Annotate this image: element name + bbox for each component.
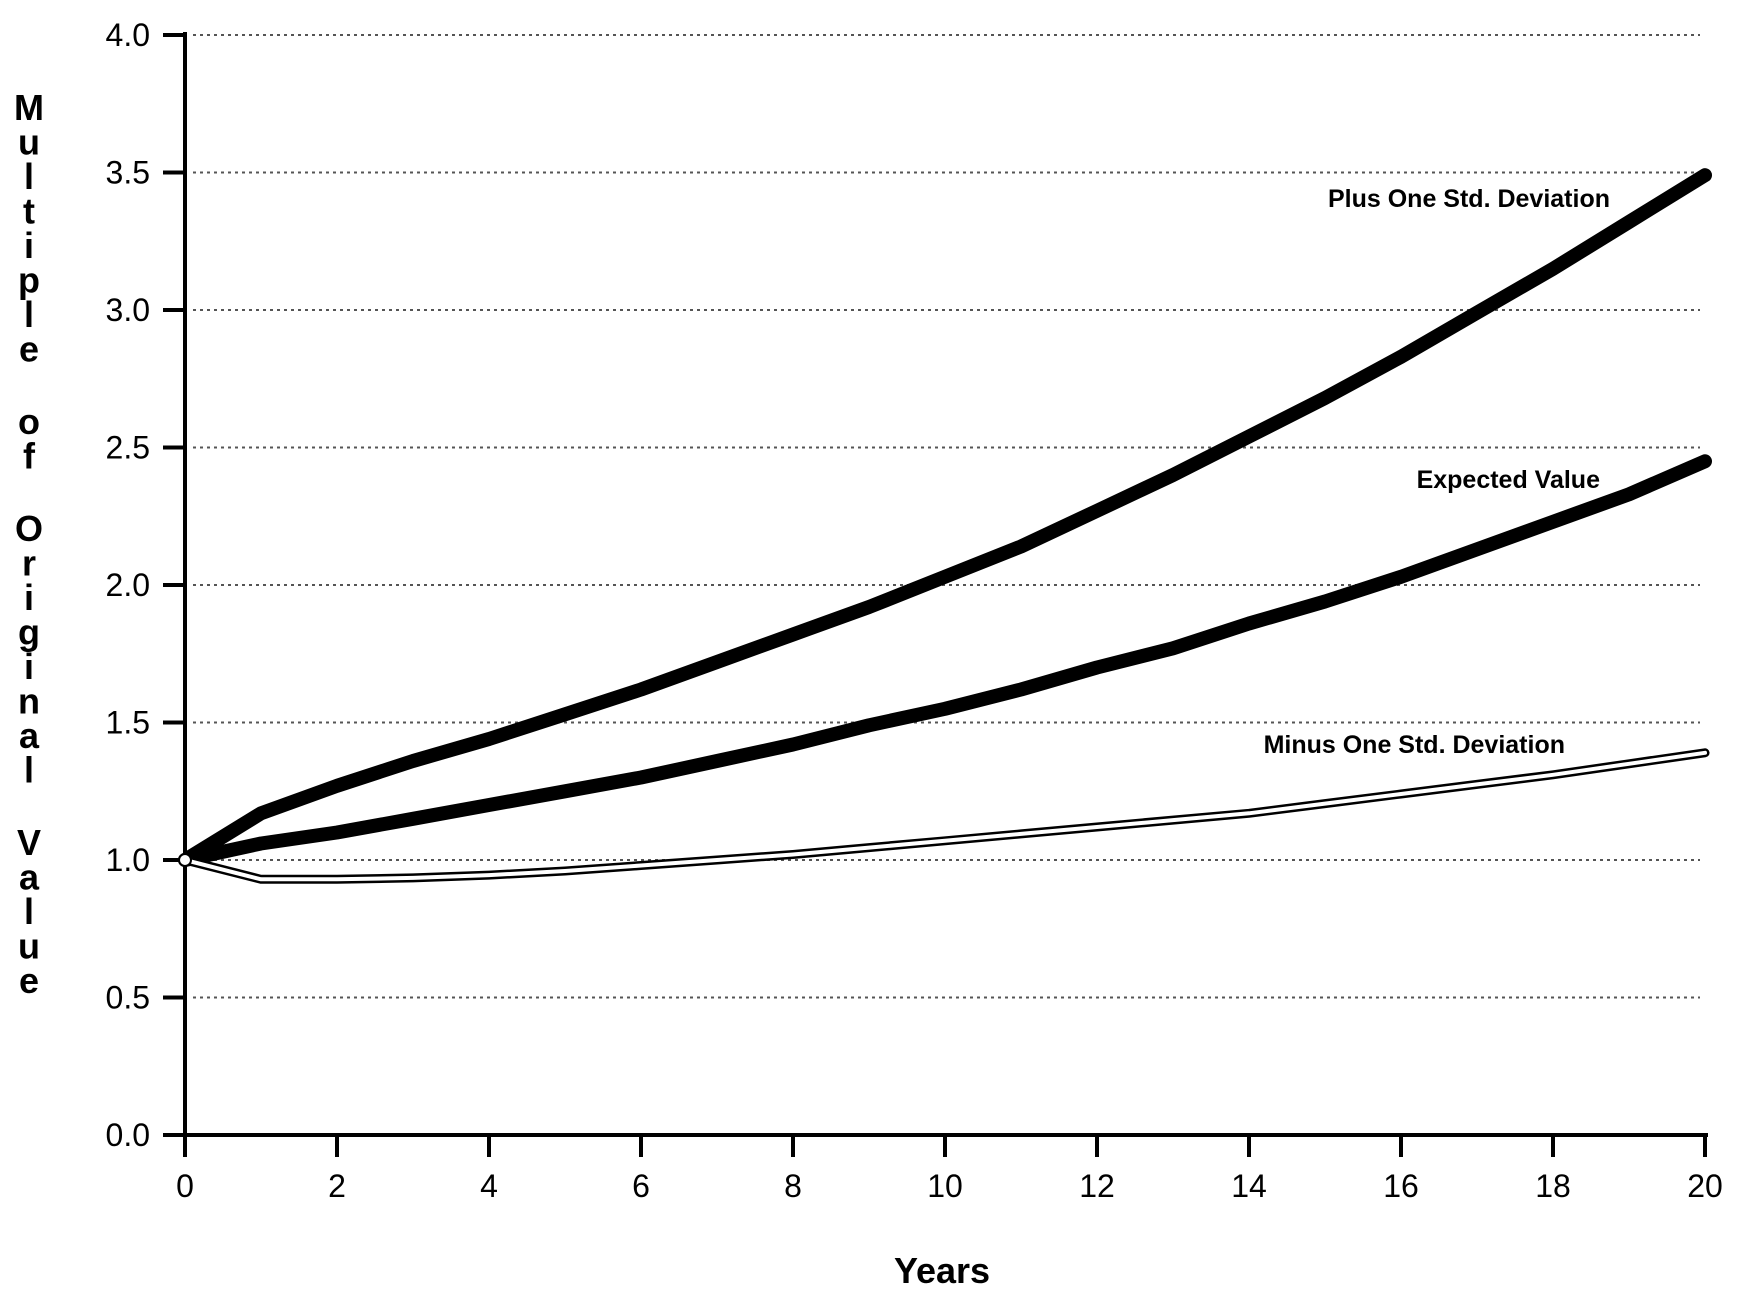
y-axis-label-char: n: [18, 681, 40, 722]
series-label: Plus One Std. Deviation: [1328, 185, 1610, 213]
x-tick-label: 14: [1231, 1168, 1267, 1204]
y-axis-label-char: O: [15, 508, 43, 549]
y-axis-label-char: a: [19, 715, 40, 756]
x-tick-label: 16: [1383, 1168, 1419, 1204]
y-axis-label-char: l: [24, 750, 34, 791]
x-tick-label: 4: [480, 1168, 498, 1204]
y-axis-label-char: i: [24, 577, 34, 618]
y-tick-label: 3.5: [106, 155, 150, 191]
gridlines: [193, 34, 1700, 999]
x-tick-label: 12: [1079, 1168, 1115, 1204]
y-tick-label: 1.5: [106, 705, 150, 741]
y-axis-label-char: f: [23, 436, 36, 477]
x-tick-label: 18: [1535, 1168, 1571, 1204]
origin-point: [178, 853, 192, 867]
y-axis-label-char: u: [18, 926, 40, 967]
series-lines: [178, 168, 1712, 884]
y-axis-label-char: i: [24, 646, 34, 687]
y-axis-label-char: i: [24, 225, 34, 266]
x-tick-label: 8: [784, 1168, 802, 1204]
y-axis-label-char: g: [18, 612, 40, 653]
y-tick-label: 2.5: [106, 430, 150, 466]
y-axis-label-char: l: [24, 294, 34, 335]
y-tick-label: 3.0: [106, 292, 150, 328]
y-axis-label-char: e: [19, 329, 39, 370]
series-line: [178, 454, 1712, 867]
y-tick-label: 4.0: [106, 17, 150, 53]
y-axis-label-char: t: [23, 191, 35, 232]
series-label: Expected Value: [1417, 466, 1601, 494]
y-tick-label: 1.0: [106, 842, 150, 878]
y-axis-label-char: l: [24, 156, 34, 197]
x-tick-label: 10: [927, 1168, 963, 1204]
y-axis-label-char: a: [19, 857, 40, 898]
y-tick-label: 0.5: [106, 980, 150, 1016]
y-axis-label-char: p: [18, 260, 40, 301]
y-axis-label-char: u: [18, 122, 40, 163]
y-ticks: 0.0 0.5 1.0 1.5 2.0 2.5 3.0 3.5 4.0: [106, 17, 185, 1153]
x-ticks: 0 2 4 6 8 10 12 14 16 18 20: [176, 1135, 1723, 1204]
series-line: [178, 168, 1712, 867]
y-tick-label: 2.0: [106, 567, 150, 603]
y-axis-label-char: o: [18, 401, 40, 442]
series-line-inner: [183, 750, 1707, 882]
series-labels: Plus One Std. Deviation Expected Value Min…: [1264, 185, 1610, 759]
y-axis-label-char: V: [17, 822, 41, 863]
y-axis-label-char: M: [14, 87, 44, 128]
x-axis-label: Years: [894, 1250, 990, 1290]
y-axis-label-char: e: [19, 960, 39, 1001]
y-axis-label-char: l: [24, 891, 34, 932]
x-tick-label: 6: [632, 1168, 650, 1204]
y-axis-label-char: r: [22, 543, 36, 584]
series-label: Minus One Std. Deviation: [1264, 731, 1565, 759]
y-tick-label: 0.0: [106, 1117, 150, 1153]
x-tick-label: 2: [328, 1168, 346, 1204]
x-tick-label: 20: [1687, 1168, 1723, 1204]
x-tick-label: 0: [176, 1168, 194, 1204]
